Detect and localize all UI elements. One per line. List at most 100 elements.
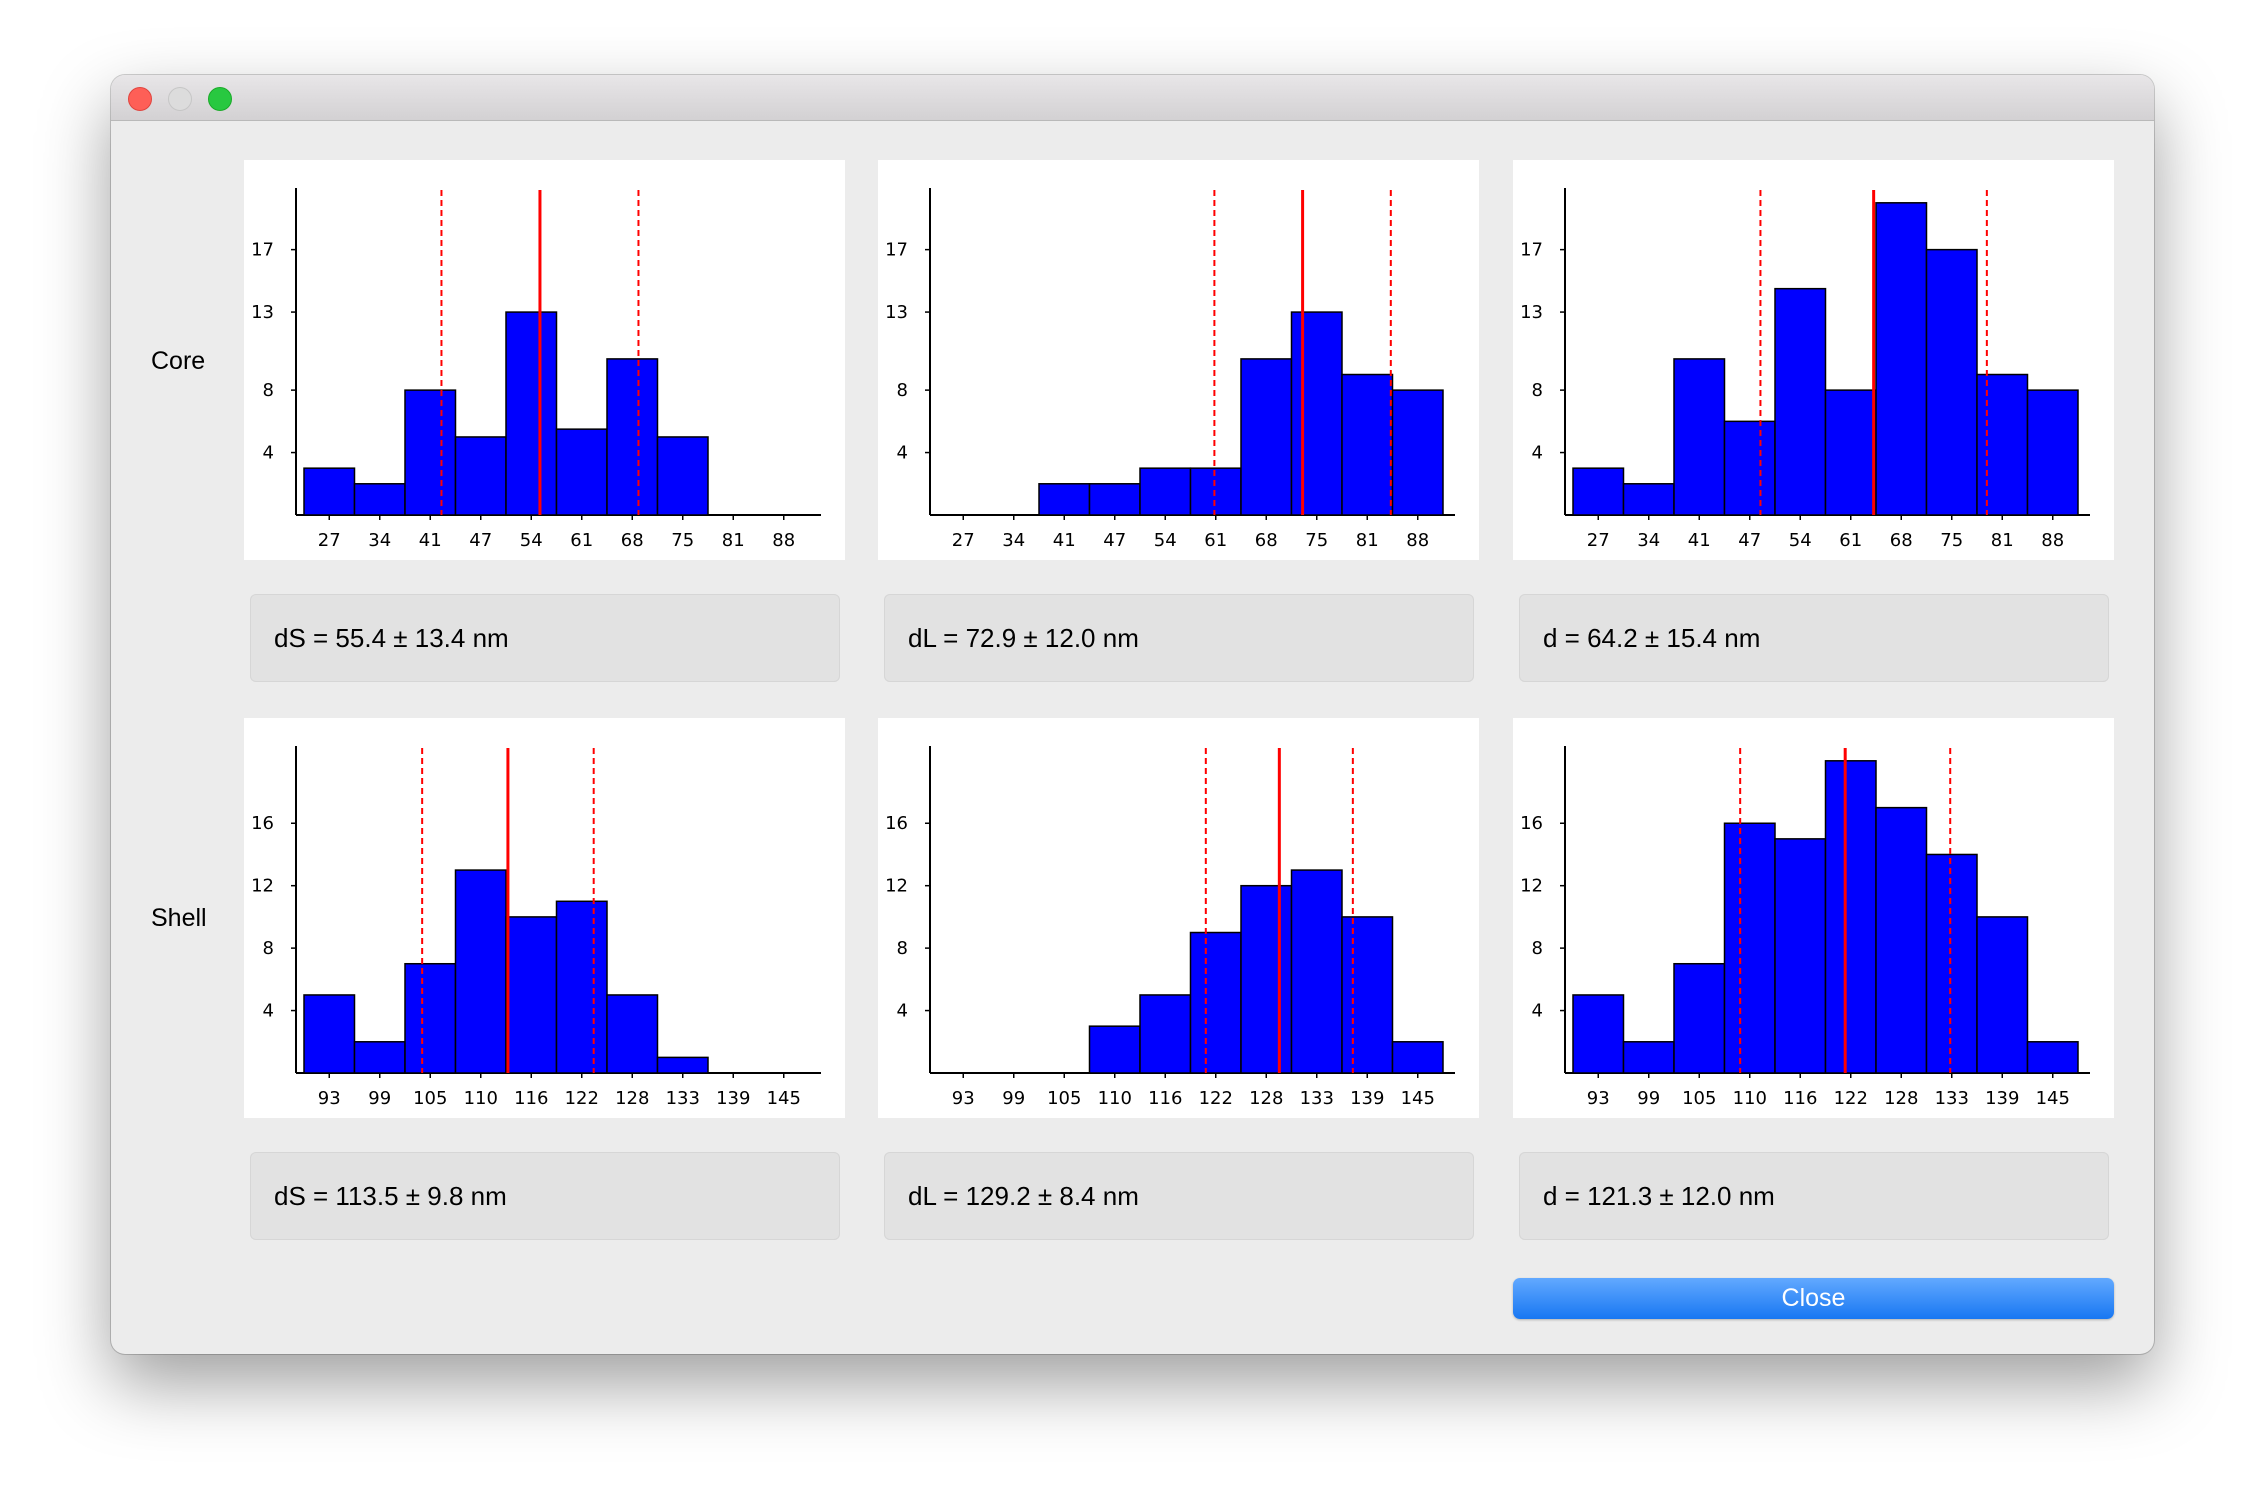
y-tick-label: 4	[897, 443, 908, 464]
x-tick-label: 81	[1991, 530, 2014, 551]
x-tick-label: 110	[464, 1088, 498, 1109]
x-tick-label: 34	[1002, 530, 1025, 551]
x-tick-label: 54	[520, 530, 543, 551]
y-tick-label: 17	[885, 240, 908, 261]
histogram-bar	[1622, 1041, 1675, 1074]
x-tick-label: 145	[2036, 1088, 2070, 1109]
shell-d-stat-text: d = 121.3 ± 12.0 nm	[1543, 1181, 1775, 1211]
shell-ds-histogram: 4 8 12 16 93 99 105 110 116 122 128 133 139 145	[244, 718, 845, 1118]
row-label-shell: Shell	[151, 904, 207, 932]
close-button[interactable]: Close	[1513, 1278, 2114, 1319]
y-tick-label: 17	[251, 240, 274, 261]
x-tick-label: 34	[368, 530, 391, 551]
x-tick-label: 93	[1587, 1088, 1610, 1109]
x-tick-label: 99	[1637, 1088, 1660, 1109]
shell-ds-stat: dS = 113.5 ± 9.8 nm	[250, 1152, 840, 1240]
zoom-window-button[interactable]	[208, 87, 232, 111]
x-tick-label: 34	[1637, 530, 1660, 551]
y-tick-label: 8	[263, 380, 274, 401]
y-tick-label: 17	[1520, 240, 1543, 261]
x-tick-label: 133	[1935, 1088, 1969, 1109]
x-tick-label: 27	[952, 530, 975, 551]
core-d-stat: d = 64.2 ± 15.4 nm	[1519, 594, 2109, 682]
y-tick-label: 4	[1532, 1001, 1543, 1022]
histogram-bar	[606, 994, 659, 1074]
x-tick-label: 139	[1350, 1088, 1384, 1109]
x-tick-label: 110	[1098, 1088, 1132, 1109]
y-tick-label: 4	[897, 1001, 908, 1022]
histogram-bar	[353, 1041, 406, 1074]
histogram-bar	[1723, 822, 1776, 1074]
shell-dl-histogram-svg: 4 8 12 16 93 99 105 110 116 122 128 133 139 145	[885, 746, 1455, 1109]
shell-d-histogram: 4 8 12 16 93 99 105 110 116 122 128 133 139 145	[1513, 718, 2114, 1118]
histogram-bar	[1391, 389, 1444, 516]
y-tick-label: 8	[897, 380, 908, 401]
x-tick-label: 47	[1103, 530, 1126, 551]
x-tick-label: 75	[1940, 530, 1963, 551]
histogram-bar	[1240, 884, 1293, 1074]
core-dl-stat: dL = 72.9 ± 12.0 nm	[884, 594, 1474, 682]
x-tick-label: 139	[716, 1088, 750, 1109]
y-tick-label: 8	[1532, 380, 1543, 401]
y-tick-label: 13	[1520, 302, 1543, 323]
x-tick-label: 116	[1148, 1088, 1182, 1109]
x-tick-label: 139	[1985, 1088, 2019, 1109]
histogram-bar	[1088, 483, 1141, 516]
y-tick-label: 8	[1532, 938, 1543, 959]
core-ds-stat: dS = 55.4 ± 13.4 nm	[250, 594, 840, 682]
histogram-bar	[1976, 373, 2029, 516]
core-ds-histogram-svg: 4 8 13 17 27 34 41 47 54 61 68 75 81 88	[251, 188, 821, 551]
shell-dl-stat: dL = 129.2 ± 8.4 nm	[884, 1152, 1474, 1240]
histogram-bar	[1139, 994, 1192, 1074]
x-tick-label: 88	[1406, 530, 1429, 551]
core-d-stat-text: d = 64.2 ± 15.4 nm	[1543, 623, 1761, 653]
histogram-bar	[1925, 853, 1978, 1074]
x-tick-label: 54	[1154, 530, 1177, 551]
histogram-bar	[1774, 287, 1827, 516]
minimize-window-button[interactable]	[168, 87, 192, 111]
x-tick-label: 61	[570, 530, 593, 551]
histogram-bar	[1824, 389, 1877, 516]
y-tick-label: 4	[263, 1001, 274, 1022]
histogram-bar	[1341, 373, 1394, 516]
x-tick-label: 128	[1884, 1088, 1918, 1109]
histogram-bar	[1572, 467, 1625, 516]
histogram-bar	[505, 916, 558, 1074]
x-tick-label: 105	[413, 1088, 447, 1109]
shell-ds-histogram-svg: 4 8 12 16 93 99 105 110 116 122 128 133 139 145	[251, 746, 821, 1109]
histogram-bar	[1925, 248, 1978, 516]
close-window-button[interactable]	[128, 87, 152, 111]
y-tick-label: 16	[885, 813, 908, 834]
histogram-bar	[656, 1056, 709, 1074]
histogram-bar	[505, 311, 558, 516]
x-tick-label: 93	[952, 1088, 975, 1109]
histogram-bar	[1240, 358, 1293, 516]
histogram-bar	[1875, 202, 1928, 516]
x-tick-label: 88	[2041, 530, 2064, 551]
histogram-bar	[1622, 483, 1675, 516]
histogram-bar	[1391, 1041, 1444, 1074]
x-tick-label: 99	[368, 1088, 391, 1109]
row-label-core: Core	[151, 347, 206, 375]
x-tick-label: 122	[1834, 1088, 1868, 1109]
x-tick-label: 75	[671, 530, 694, 551]
histogram-bar	[555, 428, 608, 516]
x-tick-label: 99	[1002, 1088, 1025, 1109]
x-tick-label: 145	[1401, 1088, 1435, 1109]
x-tick-label: 145	[767, 1088, 801, 1109]
core-dl-histogram: 4 8 13 17 27 34 41 47 54 61 68 75 81 88	[878, 160, 1479, 560]
histogram-bar	[404, 389, 457, 516]
histogram-bar	[656, 436, 709, 516]
y-tick-label: 12	[1520, 876, 1543, 897]
y-tick-label: 12	[885, 876, 908, 897]
x-tick-label: 27	[318, 530, 341, 551]
x-tick-label: 128	[615, 1088, 649, 1109]
x-tick-label: 47	[1738, 530, 1761, 551]
x-tick-label: 68	[1255, 530, 1278, 551]
histogram-bar	[454, 436, 507, 516]
histogram-bar	[1341, 916, 1394, 1074]
histogram-bar	[303, 467, 356, 516]
histogram-bar	[1290, 869, 1343, 1074]
histogram-bar	[1673, 962, 1726, 1074]
histogram-bar	[404, 962, 457, 1074]
